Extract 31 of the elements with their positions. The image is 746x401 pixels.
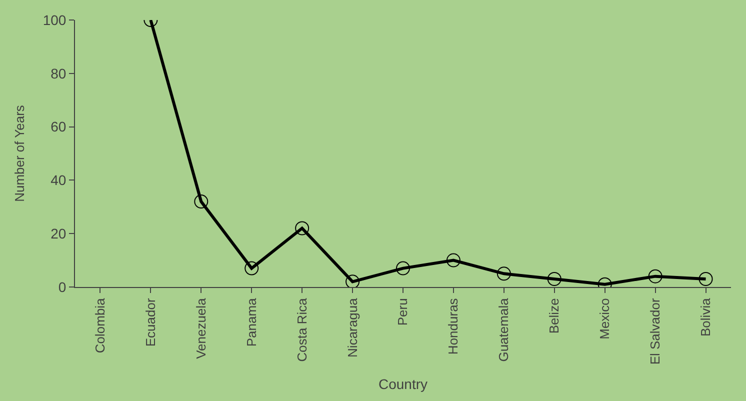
point bbox=[295, 221, 310, 236]
x-tick-label: Mexico bbox=[597, 298, 612, 340]
x-tick-label: Bolivia bbox=[698, 297, 713, 336]
x-tick-label: Costa Rica bbox=[294, 297, 310, 362]
x-tick-label: Ecuador bbox=[142, 298, 158, 347]
point bbox=[698, 272, 713, 286]
point bbox=[648, 269, 662, 284]
y-axis-title: Number of Years bbox=[12, 104, 27, 202]
y-tick-label: 100 bbox=[42, 12, 66, 28]
point bbox=[547, 272, 562, 286]
x-tick-label: Peru bbox=[395, 298, 410, 326]
point bbox=[244, 261, 259, 276]
y-tick-label: 0 bbox=[58, 278, 66, 295]
x-tick-label: El Salvador bbox=[648, 298, 663, 365]
x-tick-label: Honduras bbox=[446, 298, 461, 355]
x-tick-label: Venezuela bbox=[193, 297, 208, 359]
x-tick-label: Panama bbox=[244, 297, 259, 347]
point bbox=[446, 253, 460, 268]
y-tick-label: 40 bbox=[50, 172, 66, 188]
point bbox=[194, 194, 208, 209]
point bbox=[396, 261, 410, 276]
y-tick-label: 80 bbox=[50, 65, 66, 82]
x-tick-label: Nicaragua bbox=[344, 297, 360, 358]
x-tick-label: Guatemala bbox=[496, 297, 512, 362]
point bbox=[346, 274, 360, 287]
x-tick-label: Belize bbox=[546, 298, 562, 334]
y-tick-label: 20 bbox=[50, 226, 66, 242]
y-tick-label: 60 bbox=[50, 118, 66, 135]
x-axis-title: Country bbox=[378, 376, 428, 392]
x-tick-label: Colombia bbox=[92, 297, 108, 354]
point bbox=[496, 266, 511, 281]
